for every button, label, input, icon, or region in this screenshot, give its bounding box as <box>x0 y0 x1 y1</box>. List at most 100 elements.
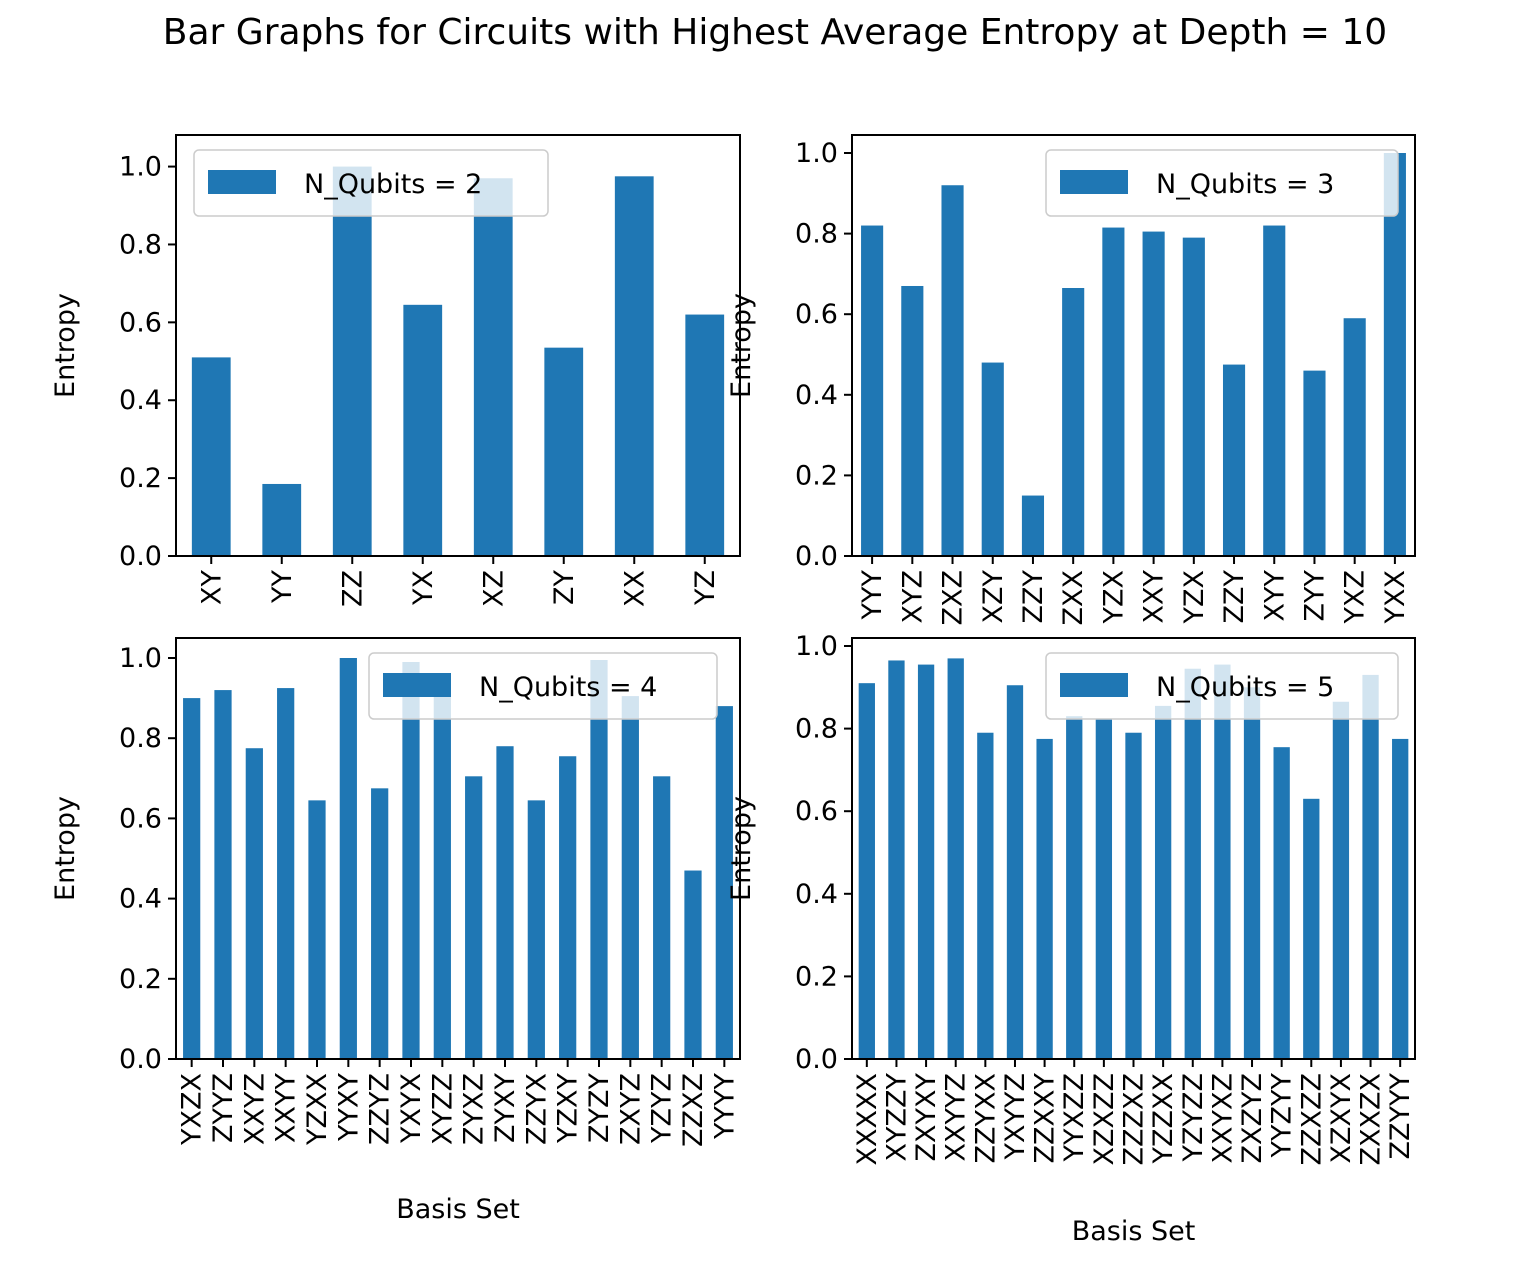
y-tick-label: 0.4 <box>119 385 162 416</box>
bar-xxxxx-0 <box>858 683 875 1059</box>
y-tick-label: 1.0 <box>119 152 162 183</box>
x-axis-label: Basis Set <box>396 1194 520 1225</box>
x-tick-label: ZXYZ <box>615 1073 646 1145</box>
bar-zyzy-13 <box>590 660 608 1059</box>
y-tick-label: 0.2 <box>795 961 838 992</box>
x-axis-label: Basis Set <box>1072 1216 1196 1247</box>
x-tick-label: ZXZ <box>938 570 969 626</box>
x-tick-label: ZZY <box>1018 570 1049 624</box>
x-tick-label: ZYXY <box>490 1072 521 1142</box>
bar-xx-6 <box>614 176 654 556</box>
bar-xxyy-3 <box>277 688 295 1059</box>
x-tick-label: XXYZ <box>239 1073 270 1145</box>
x-tick-label: XYY <box>1259 569 1290 621</box>
y-tick-label: 0.4 <box>795 879 838 910</box>
bar-yxyyz-5 <box>1006 685 1024 1059</box>
y-tick-label: 0.4 <box>795 380 838 411</box>
subplot-n-qubits-5: 0.00.20.40.60.81.0XXXXXXYZZYZXYXYXXYYZZZ… <box>726 631 1416 1247</box>
bar-yxzx-0 <box>183 698 201 1059</box>
x-tick-label: ZZXXY <box>1030 1072 1061 1163</box>
x-tick-label: ZZ <box>337 570 368 607</box>
x-tick-label: XXXXX <box>852 1073 883 1165</box>
bar-yyzyy-14 <box>1273 747 1290 1059</box>
subplot-n-qubits-2: 0.0 0.2 0.4 0.6 0.8 1.0 XY YY ZZ YX XZ ZY XX YZ Entrop… <box>50 134 741 607</box>
y-tick-label: 0.4 <box>119 884 162 915</box>
bar-zzy-4 <box>1021 495 1045 556</box>
y-axis-label: Entropy <box>50 293 81 398</box>
legend-swatch <box>208 170 276 194</box>
bar-zxyxy-2 <box>917 664 935 1059</box>
legend-label: N_Qubits = 2 <box>304 169 482 200</box>
y-axis-label: Entropy <box>726 293 757 398</box>
y-tick-label: 1.0 <box>795 138 838 169</box>
x-tick-label: ZY <box>549 570 580 605</box>
x-tick-label: ZYYZ <box>208 1073 239 1143</box>
legend-label: N_Qubits = 5 <box>1156 672 1334 703</box>
x-tick-label: XZXZZ <box>1089 1073 1120 1165</box>
bar-zy-5 <box>544 347 584 556</box>
x-tick-label: ZZY <box>1219 570 1250 624</box>
bar-zyyz-1 <box>214 690 232 1059</box>
bar-yzyz-15 <box>653 776 671 1059</box>
bar-xyy-10 <box>1263 225 1286 557</box>
axes-frame <box>175 134 741 557</box>
bar-zzyz-6 <box>371 788 389 1059</box>
x-tick-label: ZZYYY <box>1385 1073 1416 1160</box>
bar-xzy-3 <box>981 362 1004 556</box>
bar-yyxzz-7 <box>1066 716 1083 1059</box>
y-tick-label: 0.2 <box>119 463 162 494</box>
x-tick-label: YZYZ <box>647 1073 678 1144</box>
x-tick-label: XYZ <box>897 570 928 624</box>
legend-label: N_Qubits = 4 <box>479 672 657 703</box>
y-axis-label: Entropy <box>50 796 81 901</box>
x-tick-label: ZXXZX <box>1356 1073 1387 1165</box>
x-tick-label: ZYY <box>1299 569 1330 621</box>
bar-xxy-7 <box>1142 231 1165 556</box>
y-tick-label: 0.0 <box>119 1044 162 1075</box>
bar-zyxy-10 <box>496 746 514 1059</box>
x-tick-label: YXYX <box>396 1073 427 1144</box>
axes-frame <box>851 134 1416 557</box>
legend-swatch <box>1060 170 1128 194</box>
y-tick-label: 0.0 <box>795 1044 838 1075</box>
x-tick-label: YZX <box>1179 570 1210 625</box>
y-tick-label: 0.2 <box>119 964 162 995</box>
legend-box <box>193 149 549 217</box>
legend-box <box>1045 149 1399 217</box>
x-tick-label: YYXZZ <box>1059 1073 1090 1162</box>
bar-zzyxx-4 <box>977 732 994 1059</box>
y-tick-label: 0.8 <box>119 229 162 260</box>
x-tick-label: YZYZZ <box>1178 1073 1209 1162</box>
x-tick-label: YZXX <box>302 1073 333 1146</box>
bar-xyzzy-1 <box>888 660 905 1059</box>
legend-label: N_Qubits = 3 <box>1156 169 1334 200</box>
y-tick-label: 0.0 <box>119 541 162 572</box>
bar-zzyx-11 <box>527 800 545 1059</box>
bar-zyy-11 <box>1303 370 1326 556</box>
x-tick-label: ZYXZ <box>459 1073 490 1145</box>
x-tick-label: ZXYXY <box>911 1073 942 1162</box>
bar-zzzxz-9 <box>1125 732 1142 1059</box>
x-tick-label: XY <box>196 570 227 605</box>
bar-yzx-6 <box>1102 227 1125 556</box>
bar-xyz-1 <box>901 285 924 556</box>
x-tick-label: YXZX <box>177 1073 208 1146</box>
y-tick-label: 1.0 <box>795 631 838 662</box>
x-tick-label: ZYZY <box>584 1072 615 1142</box>
legend-swatch <box>383 673 451 697</box>
x-tick-label: YY <box>267 570 298 604</box>
x-tick-label: YXZ <box>1340 570 1371 625</box>
x-tick-label: XXYXZ <box>1207 1073 1238 1163</box>
bar-yy-1 <box>262 483 302 556</box>
bar-yzxy-12 <box>559 756 577 1059</box>
y-tick-label: 0.8 <box>119 723 162 754</box>
bar-yyyy-17 <box>715 706 733 1059</box>
bar-zzxzz-15 <box>1303 798 1320 1059</box>
bar-yz-7 <box>685 314 725 556</box>
y-tick-label: 0.6 <box>795 299 838 330</box>
bar-xxyxz-12 <box>1214 664 1231 1059</box>
bar-zz-2 <box>332 166 372 556</box>
subplot-n-qubits-3: 0.0 0.2 0.4 0.6 0.8 1.0 YYY XYZ ZXZ XZY ZZY ZXX YZX X… <box>726 134 1416 626</box>
y-tick-label: 0.8 <box>795 714 838 745</box>
